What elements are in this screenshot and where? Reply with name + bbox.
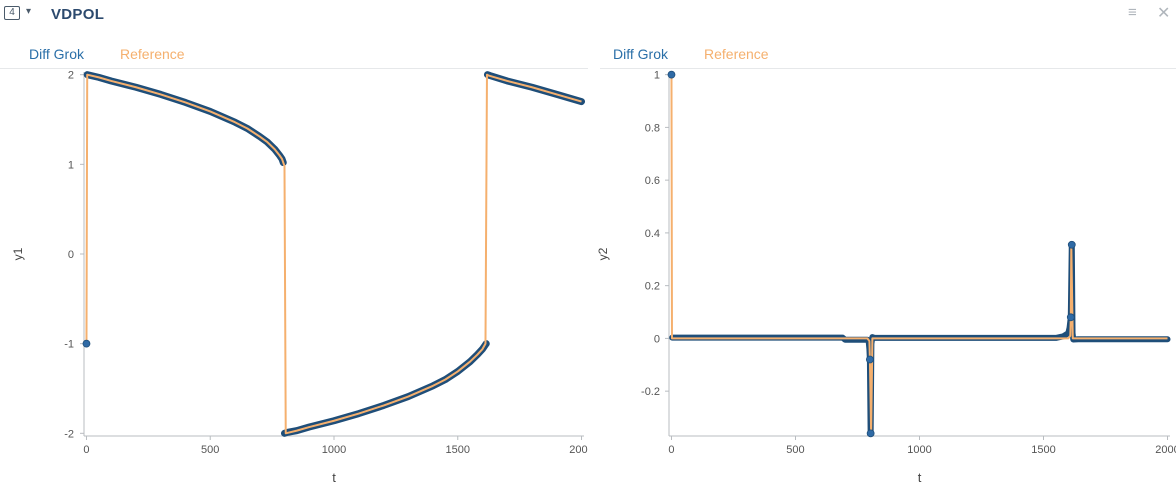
series-diff-grok-point bbox=[1067, 240, 1076, 249]
y-tick-label: 0.6 bbox=[645, 175, 660, 187]
series-diff-grok-line bbox=[280, 340, 490, 437]
chart-y1: 2 1 0 -1 -2 0 500 1000 1500 2000 t y1 bbox=[11, 70, 588, 485]
series-diff-grok-line bbox=[83, 71, 287, 167]
series-reference-line bbox=[670, 74, 1168, 435]
page-title: VDPOL bbox=[51, 6, 105, 23]
panel-number-icon[interactable]: 4 bbox=[4, 6, 20, 20]
x-tick-label: 0 bbox=[668, 444, 674, 456]
series-diff-grok-point bbox=[667, 70, 676, 79]
y-tick-label: 0.4 bbox=[645, 228, 660, 240]
x-tick-label: 500 bbox=[786, 444, 804, 456]
y-axis-label: y2 bbox=[596, 247, 610, 260]
series-diff-grok-point bbox=[82, 339, 91, 348]
y-tick-label: 2 bbox=[68, 70, 74, 82]
series-diff-grok-point bbox=[865, 355, 874, 364]
x-tick-label: 2000 bbox=[1155, 444, 1176, 456]
y-tick-label: 1 bbox=[654, 70, 660, 82]
hamburger-menu-icon[interactable]: ≡ bbox=[1128, 4, 1137, 21]
x-tick-label: 1000 bbox=[322, 444, 346, 456]
y-tick-label: 0.2 bbox=[645, 281, 660, 293]
y-tick-label: -1 bbox=[64, 339, 74, 351]
x-tick-label: 1500 bbox=[446, 444, 470, 456]
panel-header: 4 ▾ VDPOL ≡ ✕ bbox=[0, 0, 1176, 30]
x-tick-label: 0 bbox=[83, 444, 89, 456]
series-diff-grok-point bbox=[1066, 313, 1075, 322]
x-tick-label: 1500 bbox=[1031, 444, 1055, 456]
series-reference-line bbox=[85, 73, 582, 435]
series-diff-grok-point bbox=[866, 429, 875, 438]
x-axis-label: t bbox=[918, 470, 922, 485]
legend-item-diff-grok[interactable]: Diff Grok bbox=[613, 46, 668, 62]
x-tick-label: 1000 bbox=[907, 444, 931, 456]
y-tick-label: 0 bbox=[68, 249, 74, 261]
legend-item-diff-grok[interactable]: Diff Grok bbox=[29, 46, 84, 62]
legend-item-reference[interactable]: Reference bbox=[120, 46, 185, 62]
legend-item-reference[interactable]: Reference bbox=[704, 46, 769, 62]
series-diff-grok-line bbox=[669, 241, 1171, 437]
chevron-down-icon[interactable]: ▾ bbox=[26, 6, 32, 17]
close-icon[interactable]: ✕ bbox=[1157, 5, 1171, 22]
y-tick-label: 1 bbox=[68, 159, 74, 171]
y-axis-label: y1 bbox=[11, 247, 25, 260]
panel-number: 4 bbox=[9, 7, 15, 18]
y-tick-label: -0.2 bbox=[641, 386, 660, 398]
y-tick-label: 0 bbox=[654, 333, 660, 345]
y-tick-label: -2 bbox=[64, 428, 74, 440]
legend-divider-right bbox=[600, 68, 1176, 69]
y-tick-label: 0.8 bbox=[645, 122, 660, 134]
legend-divider-left bbox=[0, 68, 588, 69]
x-axis-label: t bbox=[332, 470, 336, 485]
x-tick-label: 2000 bbox=[569, 444, 588, 456]
x-tick-label: 500 bbox=[201, 444, 219, 456]
